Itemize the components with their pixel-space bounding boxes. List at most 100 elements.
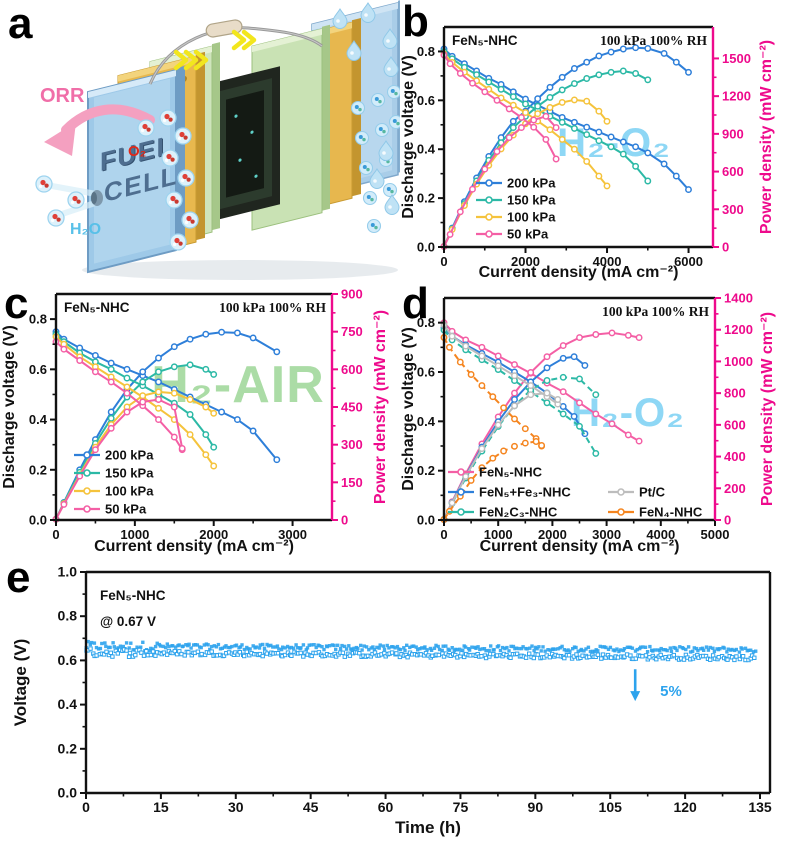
right-y-axis-title: Power density (mW cm⁻²) bbox=[372, 310, 389, 504]
panel-a: a bbox=[0, 0, 406, 280]
scatter-band-filled bbox=[84, 639, 758, 654]
fuel-cell-illustration: FUEL CELL ORR O₂ bbox=[35, 0, 406, 280]
series-FeN4-NHC power bbox=[440, 438, 546, 523]
panel-c-chart: H₂-AIR 0 1000 2000 3000 0.0 0.2 0.4 0.6 0.8 0 150 30… bbox=[0, 280, 400, 560]
svg-text:150: 150 bbox=[341, 475, 363, 490]
svg-text:0.2: 0.2 bbox=[417, 191, 435, 206]
svg-text:900: 900 bbox=[341, 287, 363, 302]
plot-subtitle: @ 0.67 V bbox=[100, 614, 156, 629]
condition-label: 100 kPa 100% RH bbox=[602, 304, 709, 319]
panel-d-letter: d bbox=[402, 279, 429, 328]
panel-e: e 5% 0 15 30 45 60 75 90 105 120 135 0.0 0.2 0.4 0.6 0.… bbox=[0, 556, 800, 846]
svg-text:1.0: 1.0 bbox=[58, 564, 78, 580]
series-200 kPa voltage bbox=[440, 45, 692, 194]
legend: 200 kPa 150 kPa 100 kPa 50 kPa bbox=[74, 448, 154, 517]
panel-a-letter: a bbox=[8, 0, 33, 48]
svg-text:135: 135 bbox=[748, 799, 772, 815]
svg-text:0.6: 0.6 bbox=[58, 652, 78, 668]
svg-text:300: 300 bbox=[341, 437, 363, 452]
right-y-axis-title: Power density (mW cm⁻²) bbox=[759, 312, 776, 506]
condition-label: 100 kPa 100% RH bbox=[219, 300, 326, 315]
loss-annotation: 5% bbox=[630, 669, 682, 702]
orr-label: ORR bbox=[40, 85, 85, 107]
legend-label: Pt/C bbox=[639, 485, 666, 500]
svg-text:200: 200 bbox=[724, 481, 746, 496]
left-y-axis-title: Discharge voltage (V) bbox=[1, 325, 18, 489]
panel-b: b H₂-O₂ 0 2000 4000 6000 0.0 0.2 0.4 0.6 0.8 0 300 6… bbox=[400, 0, 800, 284]
svg-text:5000: 5000 bbox=[701, 527, 730, 542]
panel-e-letter: e bbox=[6, 553, 31, 602]
h2o-label: H₂O bbox=[70, 221, 101, 238]
panel-e-chart: 5% 0 15 30 45 60 75 90 105 120 135 0.0 0.2 0.4 0.6 0.8 1… bbox=[0, 556, 800, 846]
series-50 kPa power bbox=[440, 112, 560, 250]
water-inlet bbox=[35, 175, 103, 227]
svg-text:600: 600 bbox=[722, 164, 744, 179]
legend: 200 kPa 150 kPa 100 kPa 50 kPa bbox=[476, 176, 556, 242]
o2-label: O₂ bbox=[128, 143, 146, 160]
svg-text:450: 450 bbox=[341, 400, 363, 415]
svg-text:0: 0 bbox=[82, 799, 90, 815]
electron-flow-chevrons bbox=[173, 29, 257, 71]
svg-text:2000: 2000 bbox=[199, 527, 228, 542]
svg-text:0.8: 0.8 bbox=[29, 312, 47, 327]
svg-text:1000: 1000 bbox=[484, 527, 513, 542]
svg-text:0.4: 0.4 bbox=[417, 414, 436, 429]
svg-text:0: 0 bbox=[341, 513, 348, 528]
svg-text:0.0: 0.0 bbox=[417, 513, 435, 528]
watermark-text: H₂-O₂ bbox=[571, 391, 685, 435]
svg-text:0.6: 0.6 bbox=[417, 365, 435, 380]
svg-text:0: 0 bbox=[440, 527, 447, 542]
svg-text:400: 400 bbox=[724, 449, 746, 464]
svg-text:1200: 1200 bbox=[724, 322, 753, 337]
svg-text:0.8: 0.8 bbox=[417, 315, 435, 330]
chart-b-svg: H₂-O₂0 2000 4000 60000.00.20.40.60.80300600… bbox=[400, 25, 775, 281]
series-group bbox=[440, 319, 643, 523]
condition-label: 100 kPa 100% RH bbox=[600, 33, 707, 48]
series-150 kPa voltage bbox=[52, 330, 218, 451]
svg-text:3000: 3000 bbox=[592, 527, 621, 542]
svg-text:0.8: 0.8 bbox=[417, 44, 435, 59]
legend-label: 100 kPa bbox=[105, 484, 154, 499]
legend-label: FeN₄-NHC bbox=[639, 505, 703, 520]
svg-text:2000: 2000 bbox=[538, 527, 567, 542]
svg-text:4000: 4000 bbox=[593, 254, 622, 269]
legend-label: FeN₅+Fe₃-NHC bbox=[479, 485, 571, 500]
x-axis-title: Current density (mA cm⁻²) bbox=[94, 538, 294, 555]
svg-text:1500: 1500 bbox=[722, 51, 751, 66]
svg-text:0.0: 0.0 bbox=[29, 513, 47, 528]
chart-e-svg: 5% 0 15 30 45 60 75 90 105 120 135 0.0 0.2 0.4 0.6 0.8 1… bbox=[11, 564, 772, 838]
svg-text:0.0: 0.0 bbox=[417, 240, 435, 255]
series-group bbox=[440, 44, 692, 250]
panel-d-chart: H₂-O₂ 0 1000 2000 3000 4000 5000 0.0 0.2 0.4 0.6 0.… bbox=[400, 280, 800, 560]
plot-title: FeN₅-NHC bbox=[100, 588, 166, 603]
axes: 0 15 30 45 60 75 90 105 120 135 0.0 0.2 0.4 0.6 0.8 1.0 bbox=[58, 564, 772, 816]
svg-text:0.8: 0.8 bbox=[58, 608, 78, 624]
svg-text:3000: 3000 bbox=[278, 527, 307, 542]
svg-text:1200: 1200 bbox=[722, 89, 751, 104]
legend-label: 100 kPa bbox=[507, 210, 556, 225]
left-y-axis-title: Discharge voltage (V) bbox=[400, 327, 417, 491]
svg-text:15: 15 bbox=[153, 799, 169, 815]
axes: 0 1000 2000 3000 0.0 0.2 0.4 0.6 0.8 0 150 300 450 60… bbox=[29, 287, 363, 543]
legend-label: 200 kPa bbox=[105, 448, 154, 463]
svg-text:900: 900 bbox=[722, 126, 744, 141]
left-y-axis-title: Voltage (V) bbox=[11, 639, 30, 727]
panel-c: c H₂-AIR 0 1000 2000 3000 0.0 0.2 0.4 0.6 0.8 0 150… bbox=[0, 280, 400, 560]
svg-text:30: 30 bbox=[228, 799, 244, 815]
chart-d-svg: H₂-O₂0 1000 2000 3000 4000 50000.00.20.40.60.… bbox=[400, 291, 776, 556]
svg-text:0.2: 0.2 bbox=[29, 462, 47, 477]
svg-text:1000: 1000 bbox=[120, 527, 149, 542]
svg-text:2000: 2000 bbox=[511, 254, 540, 269]
svg-text:0.6: 0.6 bbox=[29, 362, 47, 377]
legend-label: 50 kPa bbox=[105, 502, 147, 517]
right-y-axis-title: Power density (mW cm⁻²) bbox=[758, 40, 775, 234]
legend-label: 200 kPa bbox=[507, 176, 556, 191]
svg-text:800: 800 bbox=[724, 386, 746, 401]
svg-text:75: 75 bbox=[453, 799, 469, 815]
legend-label: 150 kPa bbox=[507, 193, 556, 208]
svg-text:300: 300 bbox=[722, 202, 744, 217]
svg-text:750: 750 bbox=[341, 324, 363, 339]
svg-text:0.2: 0.2 bbox=[417, 463, 435, 478]
legend-label: FeN₅-NHC bbox=[479, 465, 543, 480]
svg-text:600: 600 bbox=[341, 362, 363, 377]
